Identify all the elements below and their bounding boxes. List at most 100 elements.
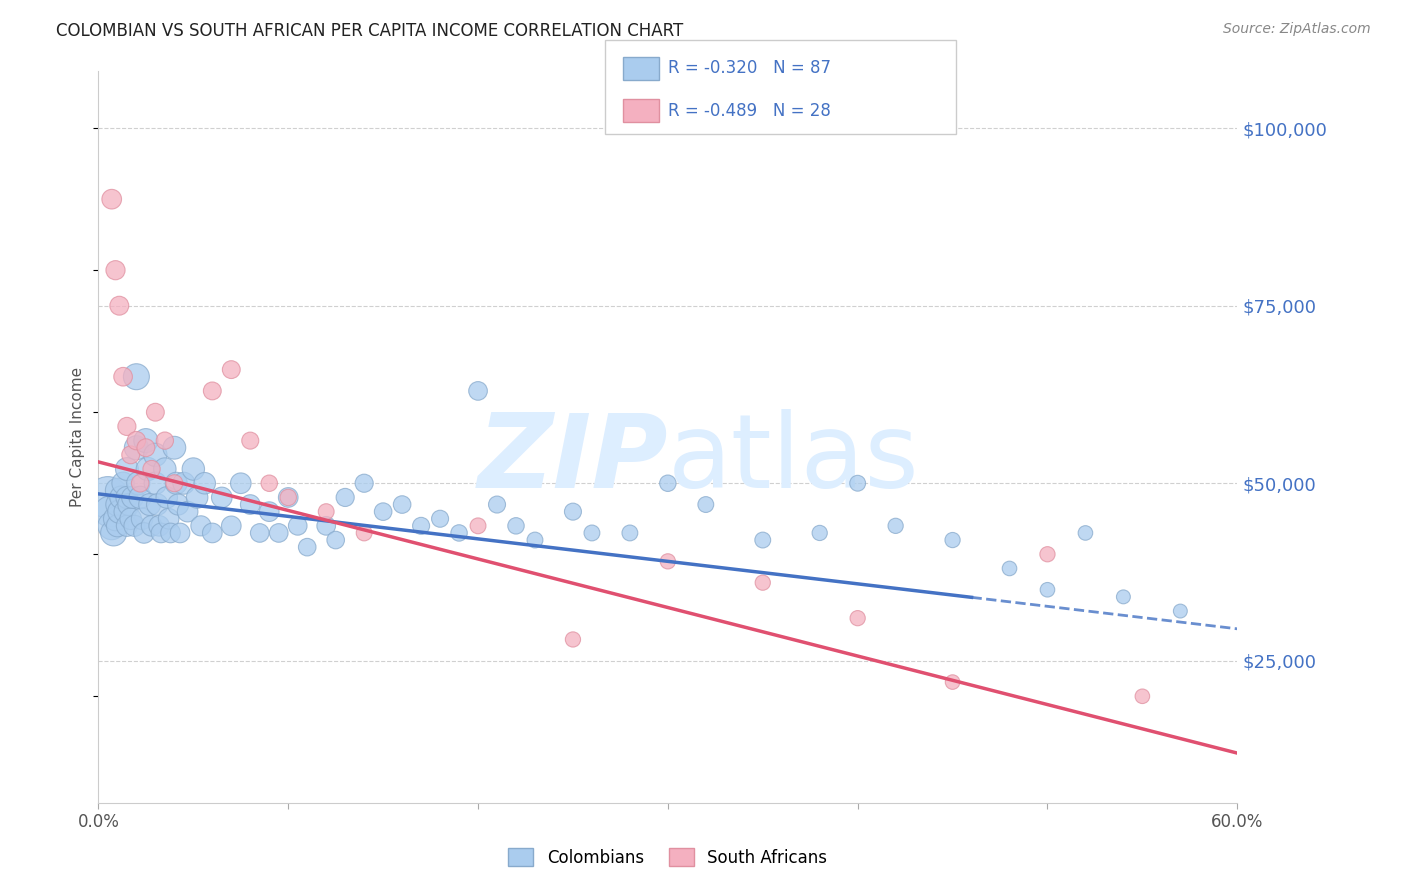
Point [100, 519, 122, 533]
Point [156, 491, 179, 505]
Point [173, 476, 195, 491]
Point [695, 498, 717, 512]
Point [846, 611, 869, 625]
Point [112, 476, 135, 491]
Point [752, 533, 775, 547]
Point [201, 384, 224, 398]
Point [429, 512, 451, 526]
Point [135, 434, 157, 448]
Point [335, 491, 357, 505]
Point [353, 525, 375, 540]
Point [159, 525, 181, 540]
Point [467, 384, 489, 398]
Point [942, 533, 965, 547]
Point [221, 362, 243, 376]
Point [163, 441, 186, 455]
Point [103, 525, 125, 540]
Point [124, 519, 146, 533]
Point [131, 512, 153, 526]
Text: R = -0.320   N = 87: R = -0.320 N = 87 [668, 60, 831, 78]
Point [146, 498, 169, 512]
Point [135, 441, 157, 455]
Point [657, 476, 679, 491]
Point [141, 462, 163, 476]
Point [562, 505, 585, 519]
Text: COLOMBIAN VS SOUTH AFRICAN PER CAPITA INCOME CORRELATION CHART: COLOMBIAN VS SOUTH AFRICAN PER CAPITA IN… [56, 22, 683, 40]
Point [239, 434, 262, 448]
Point [277, 491, 299, 505]
Point [229, 476, 252, 491]
Y-axis label: Per Capita Income: Per Capita Income [70, 367, 86, 508]
Point [467, 519, 489, 533]
Point [129, 476, 152, 491]
Point [581, 525, 603, 540]
Point [190, 519, 212, 533]
Point [112, 369, 135, 384]
Point [145, 476, 167, 491]
Point [115, 462, 138, 476]
Point [1170, 604, 1192, 618]
Point [211, 491, 233, 505]
Point [325, 533, 347, 547]
Point [249, 525, 271, 540]
Point [127, 476, 149, 491]
Point [194, 476, 217, 491]
Point [201, 525, 224, 540]
Point [277, 491, 299, 505]
Point [163, 476, 186, 491]
Text: atlas: atlas [668, 409, 920, 509]
Point [115, 419, 138, 434]
Point [136, 462, 159, 476]
Point [1112, 590, 1135, 604]
Point [153, 462, 176, 476]
Point [132, 525, 155, 540]
Point [297, 540, 319, 554]
Point [524, 533, 547, 547]
Point [108, 505, 131, 519]
Point [183, 462, 205, 476]
Point [141, 519, 163, 533]
Point [884, 519, 907, 533]
Point [145, 448, 167, 462]
Point [315, 519, 337, 533]
Point [176, 505, 198, 519]
Point [619, 525, 641, 540]
Point [505, 519, 527, 533]
Point [121, 491, 143, 505]
Point [107, 519, 129, 533]
Point [104, 512, 127, 526]
Point [97, 491, 120, 505]
Point [104, 263, 127, 277]
Point [157, 512, 180, 526]
Point [100, 192, 122, 206]
Point [165, 476, 187, 491]
Point [657, 554, 679, 568]
Point [186, 491, 208, 505]
Legend: Colombians, South Africans: Colombians, South Africans [501, 840, 835, 875]
Point [846, 476, 869, 491]
Point [221, 519, 243, 533]
Point [118, 498, 141, 512]
Point [1074, 525, 1097, 540]
Point [449, 525, 471, 540]
Point [148, 519, 170, 533]
Point [125, 434, 148, 448]
Point [120, 448, 142, 462]
Point [1036, 547, 1059, 561]
Point [411, 519, 433, 533]
Point [315, 505, 337, 519]
Point [145, 405, 167, 419]
Point [259, 505, 281, 519]
Point [371, 505, 394, 519]
Point [150, 525, 173, 540]
Text: R = -0.489   N = 28: R = -0.489 N = 28 [668, 102, 831, 120]
Point [110, 491, 132, 505]
Point [259, 476, 281, 491]
Point [125, 369, 148, 384]
Text: ZIP: ZIP [477, 409, 668, 509]
Text: Source: ZipAtlas.com: Source: ZipAtlas.com [1223, 22, 1371, 37]
Point [114, 505, 136, 519]
Point [115, 491, 138, 505]
Point [267, 525, 290, 540]
Point [808, 525, 831, 540]
